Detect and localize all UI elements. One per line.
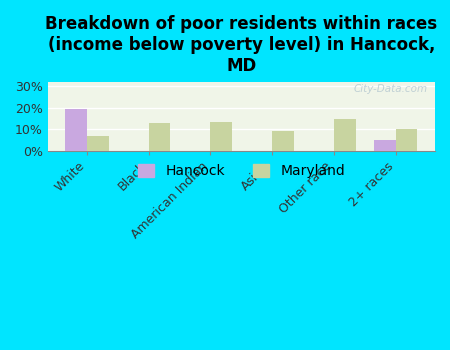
Bar: [87, 135, 108, 150]
Bar: [374, 140, 396, 150]
Title: Breakdown of poor residents within races
(income below poverty level) in Hancock: Breakdown of poor residents within races…: [45, 15, 437, 75]
Bar: [334, 119, 356, 150]
Bar: [211, 121, 232, 150]
Bar: [272, 131, 294, 150]
Bar: [396, 129, 418, 150]
Bar: [148, 122, 171, 150]
Bar: [65, 108, 87, 150]
Legend: Hancock, Maryland: Hancock, Maryland: [132, 159, 351, 184]
Text: City-Data.com: City-Data.com: [353, 84, 427, 94]
